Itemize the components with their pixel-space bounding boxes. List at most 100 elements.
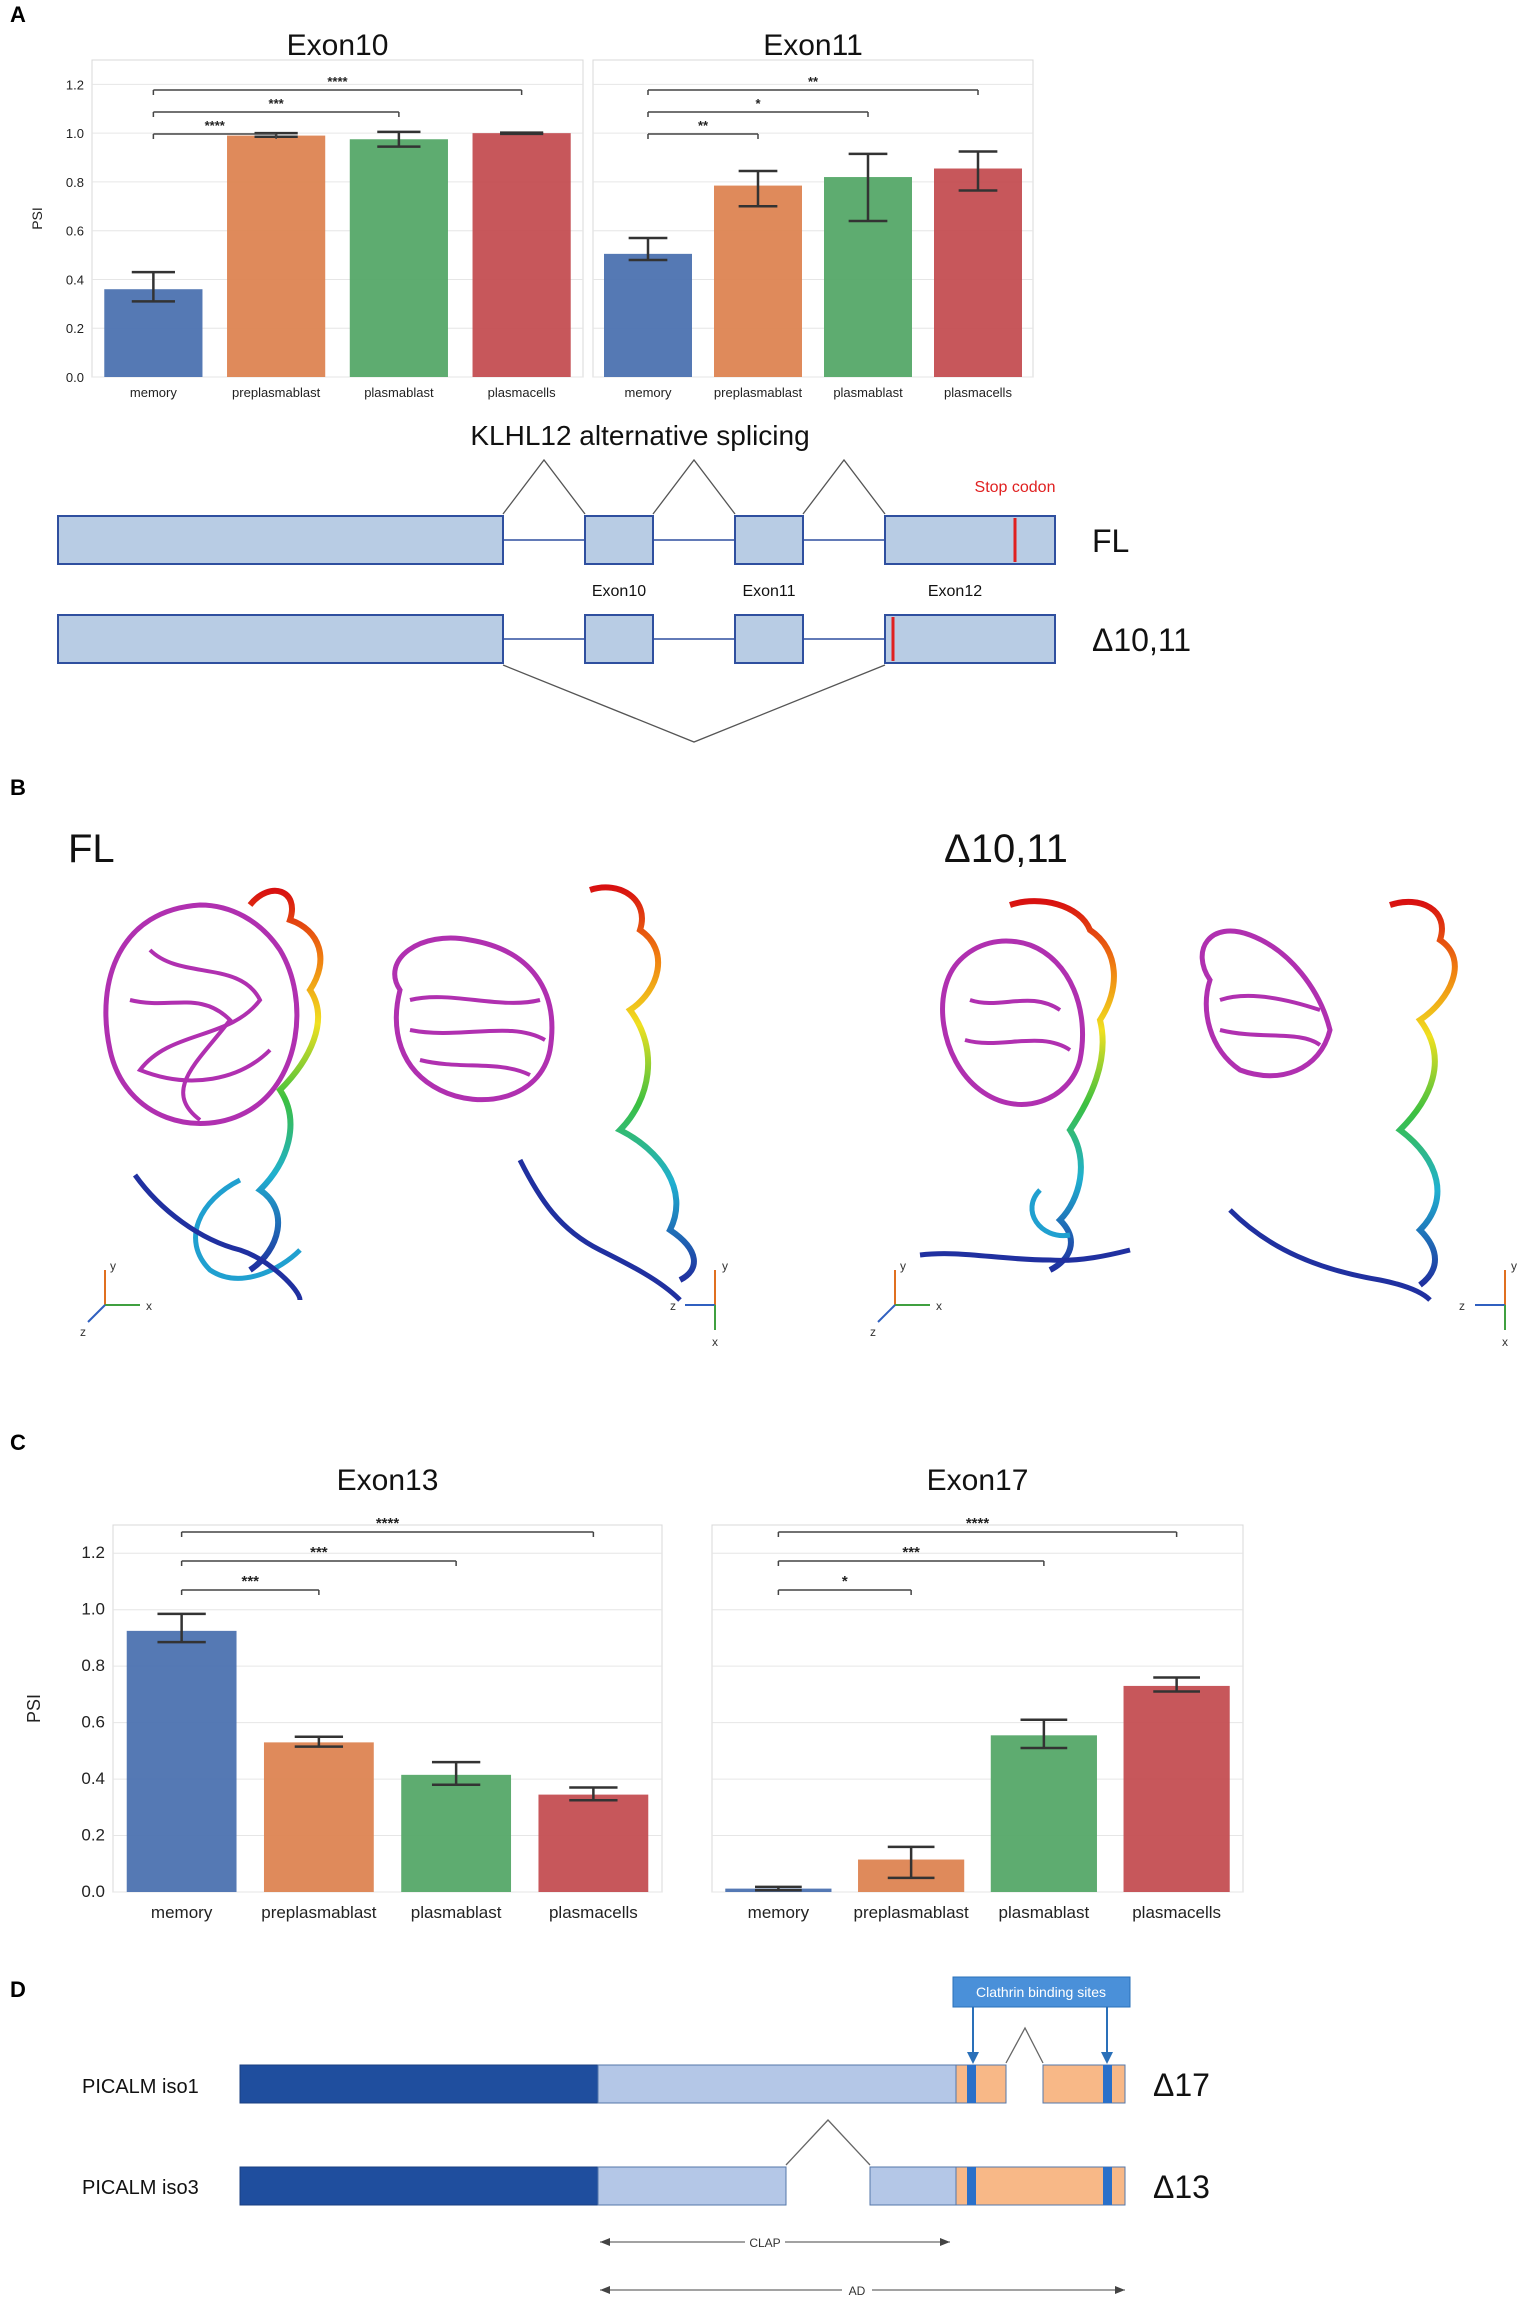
exon10-label: Exon10 (592, 583, 646, 600)
axis-label-z: z (670, 1299, 676, 1313)
x-tick-label: plasmacells (488, 385, 556, 400)
isoform-label-fl: FL (1092, 523, 1129, 559)
y-tick-label: 0.2 (66, 321, 84, 336)
axis-glyph-delta-2: y z x (1459, 1259, 1517, 1349)
x-tick-label: plasmacells (944, 385, 1012, 400)
iso3-splice-arc (785, 2119, 871, 2166)
klhl12-diagram: KLHL12 alternative splicing Stop codon F… (57, 420, 1191, 743)
significance-label: **** (376, 1515, 400, 1532)
chart-exon13: Exon13 0.0 0.2 0.4 0.6 0.8 1.0 1.2 PSI memory prep… (24, 1464, 663, 1922)
bar-plasmacells (538, 1794, 649, 1892)
significance-bracket: **** (152, 118, 277, 139)
y-tick-label: 0.4 (81, 1769, 105, 1788)
chart-exon10: Exon10 0.0 0.2 0.4 0.6 0.8 1.0 1.2 PSI memory prep… (29, 29, 584, 400)
iso1-clathrin-site-2 (1103, 2065, 1112, 2103)
significance-label: * (755, 96, 761, 111)
x-tick-label: memory (151, 1903, 213, 1922)
significance-bracket: **** (180, 1515, 595, 1537)
protein-structures: FL Δ10,11 (68, 827, 1517, 1349)
significance-bracket: *** (180, 1573, 320, 1595)
y-tick-label: 1.0 (66, 126, 84, 141)
structure-delta-view2 (1199, 898, 1458, 1302)
clathrin-box (952, 1976, 1131, 2008)
y-tick-label: 0.6 (81, 1713, 105, 1732)
error-bar-plasmacells (500, 131, 544, 136)
chart-exon17: Exon17 memory preplasmablast plasmablast pla… (711, 1464, 1244, 1922)
axis-label-x: x (1502, 1335, 1508, 1349)
structure-delta-view1 (919, 898, 1131, 1273)
error-bar-memory (131, 270, 175, 303)
significance-bracket: ** (647, 118, 759, 139)
exon12-label: Exon12 (928, 583, 982, 600)
bar-preplasmablast (227, 135, 326, 377)
y-tick-label: 0.2 (81, 1826, 105, 1845)
bar-memory (104, 289, 203, 377)
significance-label: *** (269, 96, 285, 111)
iso1-domain-light (597, 2064, 957, 2104)
error-bar-preplasmablast (294, 1735, 344, 1748)
axis-glyph-fl-2: y z x (670, 1259, 728, 1349)
exon-block-delta-1 (57, 614, 504, 664)
axis-label-x: x (712, 1335, 718, 1349)
x-tick-label: preplasmablast (232, 385, 321, 400)
iso1-domain-orange-b (1042, 2064, 1126, 2104)
structure-fl-view1 (103, 887, 324, 1301)
error-bar-memory (157, 1612, 206, 1644)
iso1-domain-dark (239, 2064, 599, 2104)
y-tick-label: 1.2 (66, 77, 84, 92)
significance-bracket: *** (152, 96, 400, 117)
exon-block-delta-exon10 (584, 614, 654, 664)
clap-label: CLAP (749, 2236, 780, 2250)
chart-title: Exon11 (763, 29, 863, 62)
x-tick-label: preplasmablast (853, 1903, 969, 1922)
picalm-iso1-label: PICALM iso1 (82, 2076, 199, 2098)
axis-glyph-delta-1: y x z (870, 1259, 942, 1339)
error-bar-preplasmablast (887, 1845, 935, 1880)
x-tick-label: memory (625, 385, 672, 400)
bar-plasmacells (472, 133, 571, 377)
structure-fl-view2 (392, 884, 697, 1302)
axis-glyph-fl-1: y x z (80, 1259, 152, 1339)
iso3-domain-orange (955, 2166, 1126, 2206)
y-axis-label: PSI (24, 1694, 44, 1723)
iso3-domain-light-a (597, 2166, 787, 2206)
structure-label-fl: FL (68, 827, 115, 871)
bar-plasmablast (349, 139, 448, 377)
iso1-splice-arc (1005, 2026, 1044, 2064)
error-bar-preplasmablast (738, 169, 778, 208)
x-tick-label: preplasmablast (714, 385, 803, 400)
error-bar-memory (755, 1885, 802, 1892)
significance-label: ** (698, 118, 709, 133)
isoform-label-delta: Δ10,11 (1092, 622, 1191, 658)
axis-label-y: y (1511, 1259, 1517, 1273)
skip-arc (502, 664, 886, 743)
picalm-diagram: Clathrin binding sites PICALM iso1 Δ17 P… (82, 1976, 1210, 2298)
y-axis-label: PSI (29, 207, 45, 230)
error-bar-plasmablast (377, 130, 421, 148)
structure-label-delta: Δ10,11 (944, 827, 1068, 871)
exon-block-fl-exon12 (884, 515, 1056, 565)
exon-block-delta-exon12 (884, 614, 1056, 664)
iso3-clathrin-site-1 (967, 2167, 976, 2205)
y-tick-label: 0.4 (66, 272, 84, 287)
y-tick-label: 0.8 (66, 175, 84, 190)
panel-letter-b: B (10, 775, 26, 800)
iso1-domain-orange-a (955, 2064, 1007, 2104)
clathrin-arrowhead-left (967, 2052, 979, 2064)
klhl12-title: KLHL12 alternative splicing (470, 420, 809, 451)
error-bar-memory (628, 236, 668, 262)
splice-arc (502, 458, 586, 515)
significance-bracket: ** (647, 74, 979, 95)
significance-label: *** (902, 1544, 920, 1561)
exon-block-fl-1 (57, 515, 504, 565)
chart-exon11: Exon11 memory preplasmablast plasmablast pla… (592, 29, 1034, 400)
exon11-label: Exon11 (742, 583, 795, 600)
significance-label: * (842, 1573, 848, 1590)
x-tick-label: plasmablast (411, 1903, 502, 1922)
x-tick-label: preplasmablast (261, 1903, 377, 1922)
panel-letter-c: C (10, 1430, 26, 1455)
exon-block-fl-exon10 (584, 515, 654, 565)
axis-label-x: x (936, 1299, 942, 1313)
significance-label: ** (808, 74, 819, 89)
error-bar-plasmacells (1153, 1676, 1200, 1693)
